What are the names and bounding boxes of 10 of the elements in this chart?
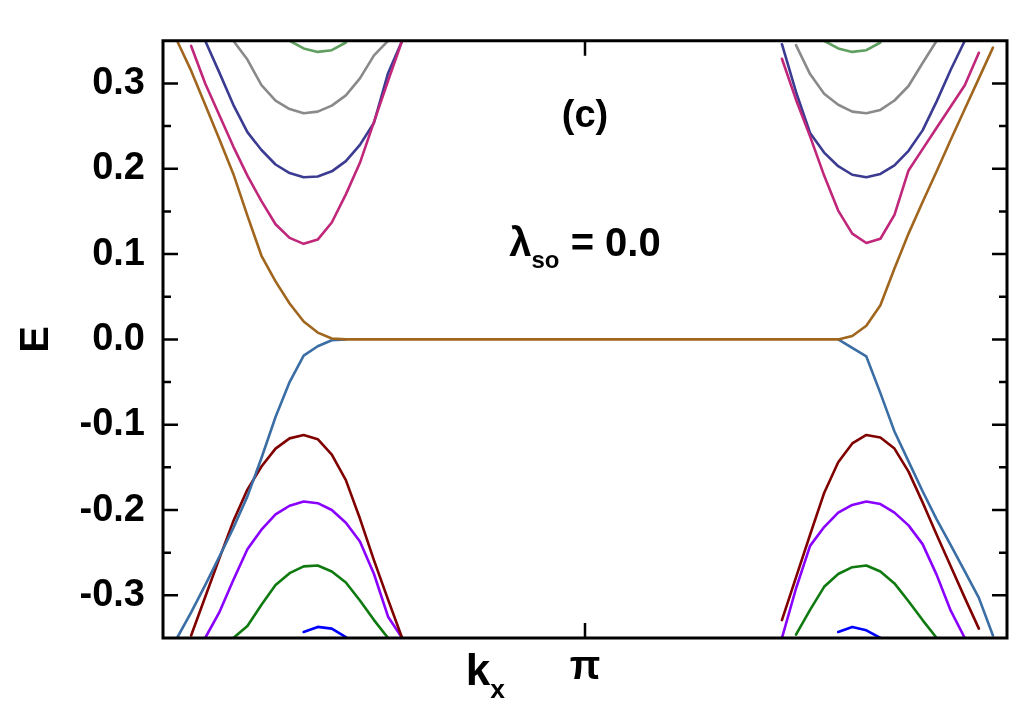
y-tick-label: 0.1 [92,230,145,273]
y-tick-label: 0.2 [92,145,145,188]
y-tick-label: 0.3 [92,59,145,102]
annotation: (c) [561,93,609,136]
x-tick-label: π [569,643,601,688]
y-tick-label: -0.2 [79,486,145,529]
y-tick-label: 0.0 [92,315,145,358]
y-tick-label: -0.3 [79,571,145,614]
y-axis-title: E [12,326,56,353]
y-tick-label: -0.1 [79,401,145,444]
